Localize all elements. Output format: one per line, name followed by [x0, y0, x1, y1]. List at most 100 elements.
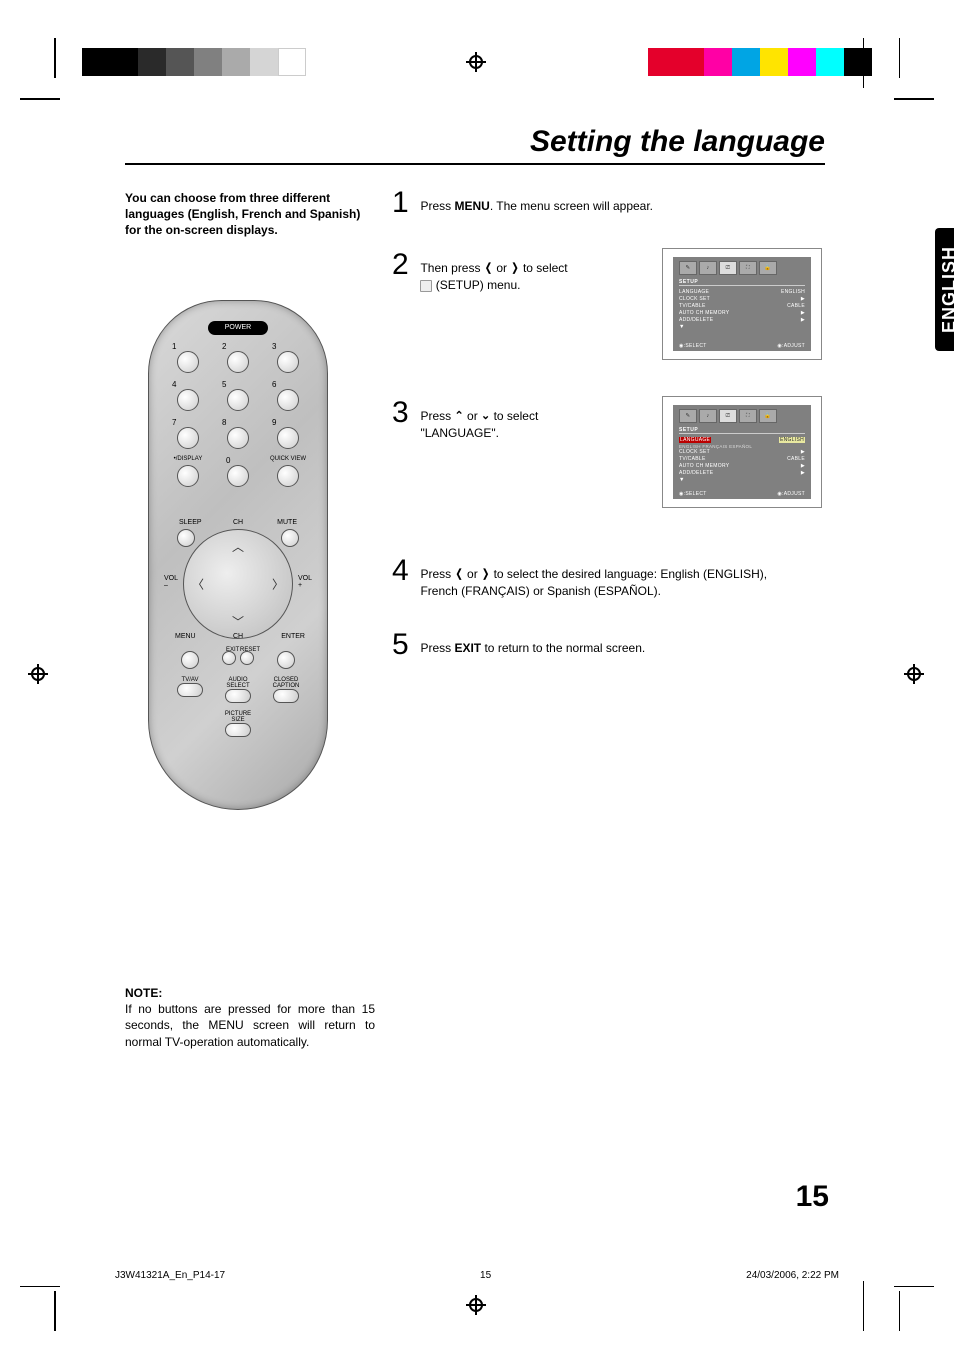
registration-strip-left: [82, 48, 306, 76]
key-5: 5: [227, 389, 249, 411]
sleep-button: [177, 529, 195, 547]
osd-row-highlighted: LANGUAGEENGLISH: [679, 437, 805, 443]
registration-crosshair-top: [462, 48, 492, 78]
remote-keypad: 1 2 3 4 5 6 7 8 9 •/DISPLAY 0 QUICK VIEW: [171, 345, 305, 493]
crop-mark-br-h: [894, 1286, 934, 1288]
mute-button: [281, 529, 299, 547]
crop-mark-br-v: [899, 1291, 901, 1331]
menu-label: MENU: [175, 633, 196, 640]
tvav-label: TV/AV: [177, 677, 203, 683]
footer-page: 15: [480, 1270, 491, 1281]
osd-section: SETUP: [679, 427, 805, 434]
ch-label-2: CH: [233, 633, 243, 640]
step-text: Press ⌃ or ⌄ to select "LANGUAGE".: [418, 396, 618, 442]
step-3: 3 Press ⌃ or ⌄ to select "LANGUAGE". ✎ ♪…: [392, 396, 822, 526]
psize-label: PICTURE SIZE: [225, 711, 251, 723]
osd-tab-icon: ♪: [699, 261, 717, 275]
osd-row: CLOCK SET▶: [679, 449, 805, 455]
osd-row: LANGUAGEENGLISH: [679, 289, 805, 295]
language-side-tab: ENGLISH: [935, 228, 954, 351]
key-quickview: QUICK VIEW: [277, 465, 299, 487]
ch-label: CH: [233, 519, 243, 526]
crop-mark-bl-v: [54, 1291, 56, 1331]
key-6: 6: [277, 389, 299, 411]
osd-section: SETUP: [679, 279, 805, 286]
tvav-button: [177, 683, 203, 697]
footer-filename: J3W41321A_En_P14-17: [115, 1270, 225, 1281]
lower-buttons: TV/AV AUDIO SELECT CLOSED CAPTION PICTUR…: [171, 651, 305, 737]
page-title: Setting the language: [125, 125, 825, 159]
registration-strip-right: [648, 48, 872, 76]
note-block: NOTE: If no buttons are pressed for more…: [125, 985, 375, 1050]
audio-label: AUDIO SELECT: [225, 677, 251, 689]
step-text: Then press ❬ or ❭ to select (SETUP) menu…: [418, 248, 618, 294]
exit-button: [222, 651, 236, 665]
step-number: 2: [392, 248, 414, 282]
osd-tab-icon: ✎: [679, 409, 697, 423]
step-text: Press MENU. The menu screen will appear.: [418, 186, 798, 215]
crop-mark-tr-v: [899, 38, 901, 78]
registration-crosshair-left: [24, 660, 54, 690]
key-9: 9: [277, 427, 299, 449]
step-2: 2 Then press ❬ or ❭ to select (SETUP) me…: [392, 248, 822, 368]
arrow-down-icon: ﹀: [232, 613, 244, 630]
osd-foot-r: ◉:ADJUST: [777, 343, 805, 349]
footer-timestamp: 24/03/2006, 2:22 PM: [746, 1270, 839, 1281]
osd-foot-l: ◉:SELECT: [679, 491, 707, 497]
arrow-up-icon: ︿: [232, 538, 244, 555]
osd-arrow-down: ▼: [679, 477, 805, 483]
psize-button: [225, 723, 251, 737]
key-8: 8: [227, 427, 249, 449]
mute-label: MUTE: [277, 519, 297, 526]
osd-row: TV/CABLECABLE: [679, 456, 805, 462]
arrow-up-icon: ⌃: [454, 410, 463, 422]
step-1: 1 Press MENU. The menu screen will appea…: [392, 186, 822, 220]
step-number: 1: [392, 186, 414, 220]
osd-tab-icon: ✎: [679, 261, 697, 275]
osd-foot-l: ◉:SELECT: [679, 343, 707, 349]
sleep-label: SLEEP: [179, 519, 202, 526]
intro-text: You can choose from three different lang…: [125, 190, 375, 239]
osd-tab-icon: 🔒: [759, 261, 777, 275]
osd-tab-icon: ♪: [699, 409, 717, 423]
steps-column: 1 Press MENU. The menu screen will appea…: [392, 186, 822, 690]
reset-button: [240, 651, 254, 665]
crop-mark-tr-h: [894, 98, 934, 100]
crop-mark-tl-v: [54, 38, 56, 78]
osd-tab-icon: 🔒: [759, 409, 777, 423]
osd-row: ADD/DELETE▶: [679, 317, 805, 323]
arrow-left-icon: ❬: [484, 262, 493, 274]
osd-tab-icon: ⛶: [739, 409, 757, 423]
step-number: 3: [392, 396, 414, 430]
osd-row: AUTO CH MEMORY▶: [679, 310, 805, 316]
osd-screenshot-2: ✎ ♪ ⎚ ⛶ 🔒 SETUP LANGUAGEENGLISH ENGLISH …: [662, 396, 822, 508]
key-4: 4: [177, 389, 199, 411]
osd-row: TV/CABLECABLE: [679, 303, 805, 309]
audio-button: [225, 689, 251, 703]
setup-icon: [420, 280, 432, 292]
osd-arrow-down: ▼: [679, 324, 805, 330]
arrow-right-icon: 〉: [272, 576, 284, 593]
arrow-left-icon: ❬: [454, 568, 463, 580]
step-4: 4 Press ❬ or ❭ to select the desired lan…: [392, 554, 822, 600]
remote-illustration: POWER 1 2 3 4 5 6 7 8 9 •/DISPLAY 0 QUIC…: [148, 300, 328, 810]
registration-crosshair-bottom: [462, 1291, 492, 1321]
registration-crosshair-right: [900, 660, 930, 690]
note-heading: NOTE:: [125, 986, 162, 1000]
enter-button: [277, 651, 295, 669]
note-body: If no buttons are pressed for more than …: [125, 1002, 375, 1048]
cc-label: CLOSED CAPTION: [273, 677, 300, 689]
title-rule: [125, 163, 825, 165]
key-display: •/DISPLAY: [177, 465, 199, 487]
key-1: 1: [177, 351, 199, 373]
arrow-right-icon: ❭: [481, 568, 490, 580]
print-footer: J3W41321A_En_P14-17 15 24/03/2006, 2:22 …: [115, 1270, 839, 1281]
step-text: Press ❬ or ❭ to select the desired langu…: [418, 554, 798, 600]
dpad: ︿ ﹀ 〈 〉: [183, 529, 293, 639]
key-0: 0: [227, 465, 249, 487]
osd-row: AUTO CH MEMORY▶: [679, 463, 805, 469]
key-2: 2: [227, 351, 249, 373]
power-button-label: POWER: [208, 321, 268, 335]
osd-row: ADD/DELETE▶: [679, 470, 805, 476]
step-number: 4: [392, 554, 414, 588]
